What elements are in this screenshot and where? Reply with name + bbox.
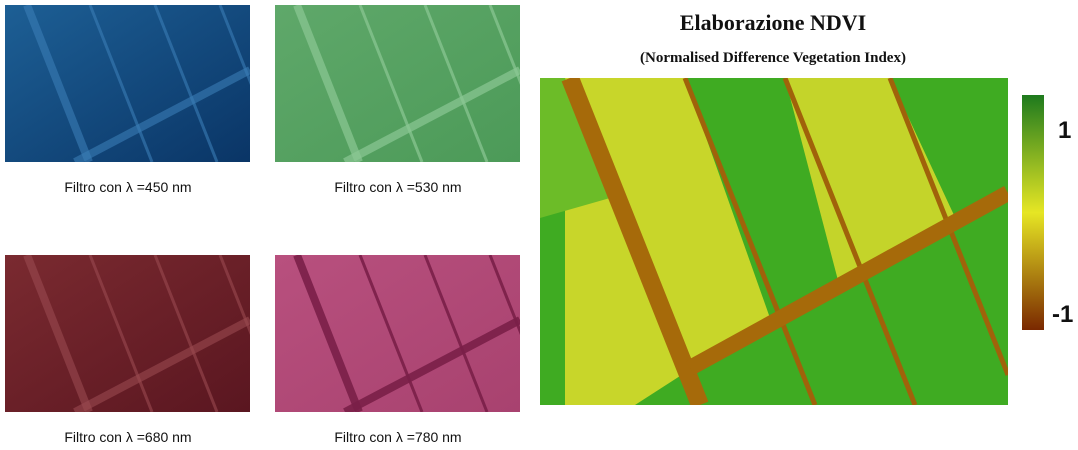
field-line	[293, 5, 363, 162]
field-line	[358, 255, 424, 412]
field-line	[153, 255, 219, 412]
ndvi-subtitle: (Normalised Difference Vegetation Index)	[640, 50, 906, 66]
field-line	[343, 316, 520, 412]
caption: Filtro con λ =450 nm	[64, 179, 191, 195]
filter-image-780	[275, 255, 520, 412]
field-line	[73, 316, 250, 412]
field-lines	[293, 255, 520, 412]
field-line	[358, 5, 424, 162]
field-line	[88, 5, 154, 162]
field-line	[293, 255, 363, 412]
caption: Filtro con λ =780 nm	[334, 429, 461, 445]
field-line	[23, 5, 93, 162]
colorbar-top-label: 1	[1058, 117, 1071, 144]
field-line	[423, 255, 489, 412]
ndvi-image	[540, 78, 1008, 405]
field-lines	[23, 5, 250, 162]
field-line	[423, 5, 489, 162]
caption: Filtro con λ =530 nm	[334, 179, 461, 195]
filter-image-450	[5, 5, 250, 162]
field-line	[153, 5, 219, 162]
filter-image-680	[5, 255, 250, 412]
field-line	[488, 5, 520, 86]
field-line	[218, 255, 250, 336]
colorbar	[1022, 95, 1044, 330]
field-line	[73, 66, 250, 162]
colorbar-bottom-label: -1	[1052, 301, 1073, 328]
field-line	[23, 255, 93, 412]
filter-image-530	[275, 5, 520, 162]
caption: Filtro con λ =680 nm	[64, 429, 191, 445]
field-lines	[23, 255, 250, 412]
field-line	[488, 255, 520, 336]
field-line	[218, 5, 250, 86]
field-line	[343, 66, 520, 162]
ndvi-title: Elaborazione NDVI	[680, 10, 866, 35]
field-lines	[293, 5, 520, 162]
field-line	[88, 255, 154, 412]
